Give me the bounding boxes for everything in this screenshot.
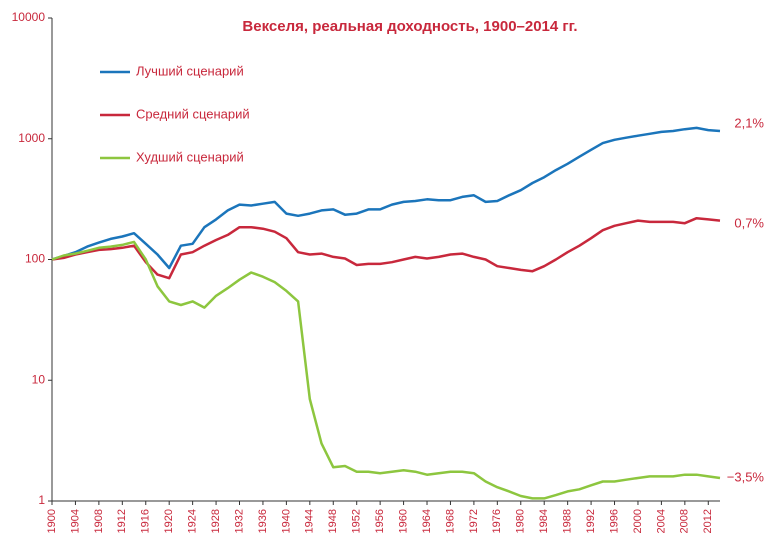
x-tick-label: 1960: [397, 509, 409, 533]
series-line: [51, 240, 721, 500]
annotation: 0,7%: [734, 215, 764, 230]
x-tick-label: 1900: [46, 509, 58, 533]
y-tick-label: 10: [32, 372, 46, 386]
legend-label: Худший сценарий: [136, 149, 244, 164]
annotation: 2,1%: [734, 115, 764, 130]
x-tick-label: 1944: [304, 509, 316, 533]
series-line: [51, 126, 721, 270]
x-tick-label: 1940: [280, 509, 292, 533]
x-tick-label: 2000: [632, 509, 644, 533]
x-tick-label: 1916: [140, 509, 152, 533]
x-tick-label: 1988: [562, 509, 574, 533]
annotation: −3,5%: [727, 469, 765, 484]
x-tick-label: 1948: [327, 509, 339, 533]
x-tick-label: 1996: [608, 509, 620, 533]
x-tick-label: 1952: [351, 509, 363, 533]
x-tick-label: 1980: [515, 509, 527, 533]
x-tick-label: 2012: [702, 509, 714, 533]
x-tick-label: 1972: [468, 509, 480, 533]
x-tick-label: 2008: [679, 509, 691, 533]
x-tick-label: 1912: [116, 509, 128, 533]
x-tick-label: 1956: [374, 509, 386, 533]
legend-label: Лучший сценарий: [136, 63, 244, 78]
x-tick-label: 1932: [233, 509, 245, 533]
legend-label: Средний сценарий: [136, 106, 250, 121]
y-tick-label: 10000: [12, 10, 46, 24]
x-tick-label: 1924: [187, 509, 199, 533]
y-tick-label: 1: [38, 493, 45, 507]
x-tick-label: 1904: [69, 509, 81, 533]
x-tick-label: 1920: [163, 509, 175, 533]
y-tick-label: 1000: [18, 131, 45, 145]
x-tick-label: 1968: [444, 509, 456, 533]
x-tick-label: 2004: [655, 509, 667, 533]
x-tick-label: 1976: [491, 509, 503, 533]
y-tick-label: 100: [25, 252, 45, 266]
x-tick-label: 1992: [585, 509, 597, 533]
x-tick-label: 1984: [538, 509, 550, 533]
series-line: [51, 216, 721, 280]
x-tick-label: 1964: [421, 509, 433, 533]
x-tick-label: 1936: [257, 509, 269, 533]
x-tick-label: 1908: [93, 509, 105, 533]
chart-title: Векселя, реальная доходность, 1900–2014 …: [242, 18, 577, 35]
x-tick-label: 1928: [210, 509, 222, 533]
